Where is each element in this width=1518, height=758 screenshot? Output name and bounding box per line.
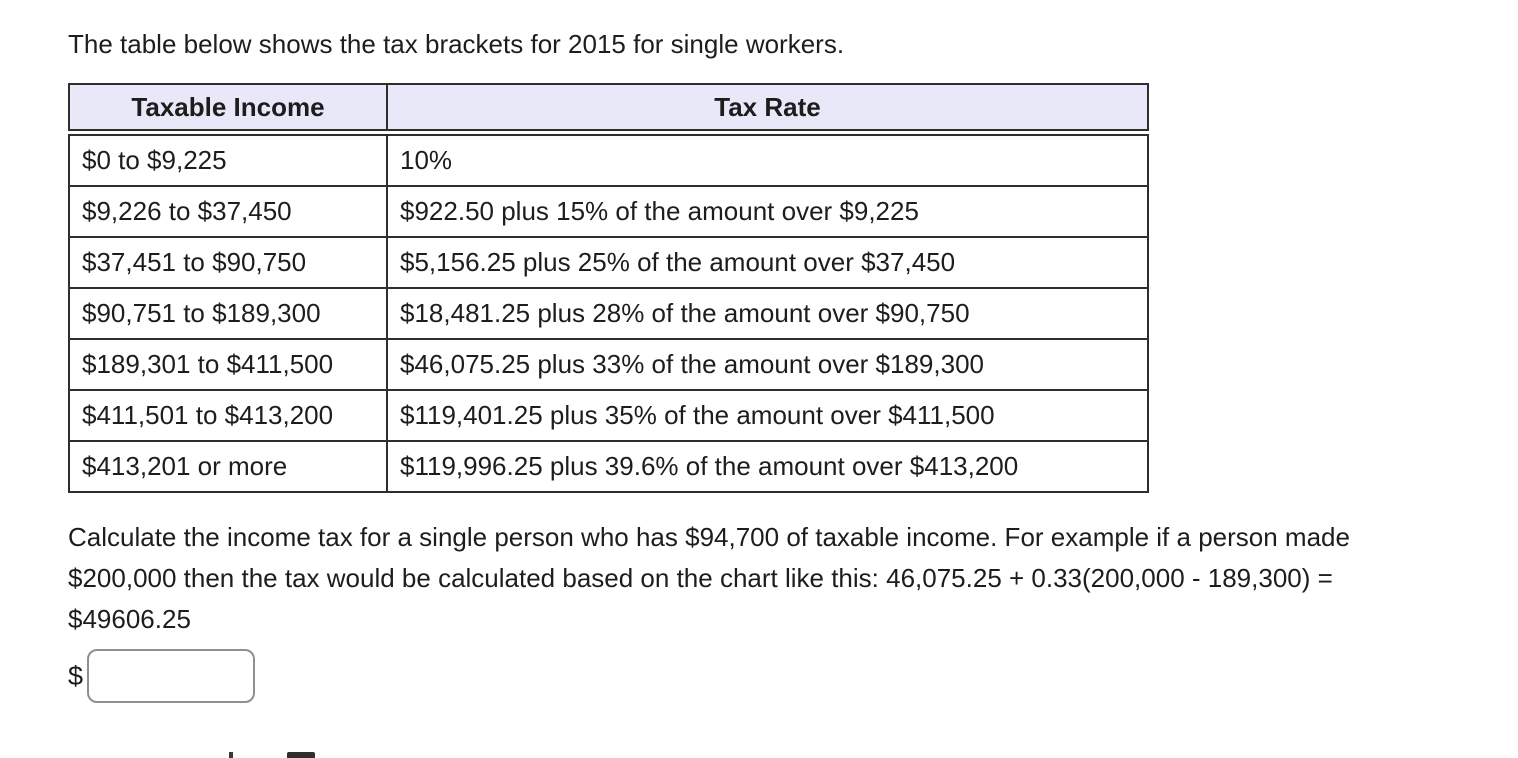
column-header-tax-rate: Tax Rate bbox=[386, 83, 1149, 136]
table-row: $0 to $9,225 10% bbox=[68, 131, 1149, 187]
column-header-taxable-income: Taxable Income bbox=[68, 83, 388, 136]
cutoff-text-fragment bbox=[229, 752, 233, 758]
taxable-income-cell: $9,226 to $37,450 bbox=[68, 185, 388, 238]
taxable-income-cell: $413,201 or more bbox=[68, 440, 388, 493]
tax-rate-cell: $46,075.25 plus 33% of the amount over $… bbox=[386, 338, 1149, 391]
question-text: Calculate the income tax for a single pe… bbox=[68, 522, 1350, 634]
tax-brackets-table: Taxable Income Tax Rate $0 to $9,225 10%… bbox=[68, 83, 1149, 493]
taxable-income-cell: $411,501 to $413,200 bbox=[68, 389, 388, 442]
taxable-income-cell: $189,301 to $411,500 bbox=[68, 338, 388, 391]
table-row: $411,501 to $413,200 $119,401.25 plus 35… bbox=[68, 389, 1149, 442]
tax-rate-cell: $119,401.25 plus 35% of the amount over … bbox=[386, 389, 1149, 442]
answer-row: $ bbox=[68, 646, 1518, 706]
tax-rate-cell: $119,996.25 plus 39.6% of the amount ove… bbox=[386, 440, 1149, 493]
table-row: $189,301 to $411,500 $46,075.25 plus 33%… bbox=[68, 338, 1149, 391]
taxable-income-cell: $0 to $9,225 bbox=[68, 131, 388, 187]
cutoff-element-fragment bbox=[287, 752, 315, 758]
currency-prefix: $ bbox=[68, 660, 84, 691]
table-header-row: Taxable Income Tax Rate bbox=[68, 83, 1149, 136]
answer-input[interactable] bbox=[87, 649, 256, 703]
tax-rate-cell: 10% bbox=[386, 131, 1149, 187]
tax-rate-cell: $18,481.25 plus 28% of the amount over $… bbox=[386, 287, 1149, 340]
table-row: $9,226 to $37,450 $922.50 plus 15% of th… bbox=[68, 185, 1149, 238]
tax-rate-cell: $5,156.25 plus 25% of the amount over $3… bbox=[386, 236, 1149, 289]
taxable-income-cell: $90,751 to $189,300 bbox=[68, 287, 388, 340]
taxable-income-cell: $37,451 to $90,750 bbox=[68, 236, 388, 289]
table-row: $413,201 or more $119,996.25 plus 39.6% … bbox=[68, 440, 1149, 493]
table-row: $37,451 to $90,750 $5,156.25 plus 25% of… bbox=[68, 236, 1149, 289]
table-row: $90,751 to $189,300 $18,481.25 plus 28% … bbox=[68, 287, 1149, 340]
tax-rate-cell: $922.50 plus 15% of the amount over $9,2… bbox=[386, 185, 1149, 238]
intro-text: The table below shows the tax brackets f… bbox=[68, 29, 845, 59]
